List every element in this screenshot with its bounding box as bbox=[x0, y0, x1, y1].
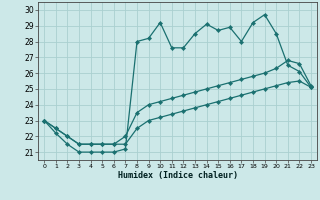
X-axis label: Humidex (Indice chaleur): Humidex (Indice chaleur) bbox=[118, 171, 238, 180]
